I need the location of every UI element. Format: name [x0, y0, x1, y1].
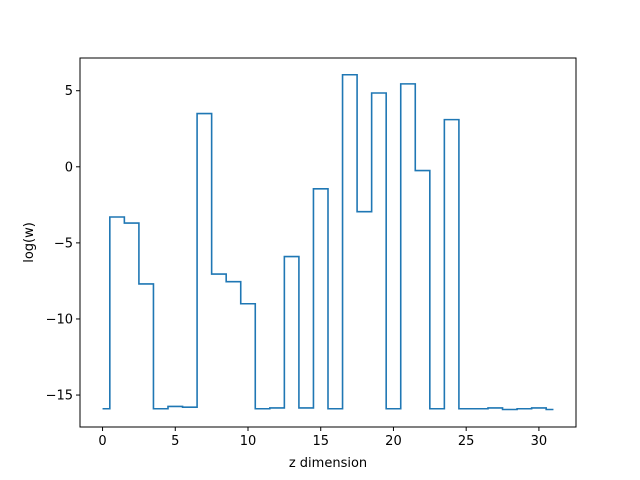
y-tick-label: −10 — [46, 312, 73, 327]
y-tick-label: −15 — [46, 389, 73, 404]
plot-area — [102, 73, 554, 411]
x-axis-ticks: 0 5 10 15 20 25 30 — [98, 427, 547, 449]
series-line — [102, 73, 554, 411]
y-axis-ticks: −15 −10 −5 0 5 — [46, 84, 80, 404]
x-axis-label: z dimension — [289, 456, 367, 471]
y-axis-label: log(w) — [22, 222, 37, 263]
x-tick-label: 20 — [385, 434, 402, 449]
axes-frame — [79, 57, 577, 428]
y-tick-label: 0 — [65, 160, 73, 175]
x-tick-label: 30 — [531, 434, 548, 449]
x-tick-label: 5 — [171, 434, 179, 449]
y-tick-label: 5 — [65, 84, 73, 99]
x-tick-label: 25 — [458, 434, 475, 449]
x-tick-label: 0 — [98, 434, 106, 449]
x-tick-label: 10 — [240, 434, 257, 449]
x-tick-label: 15 — [312, 434, 329, 449]
y-tick-label: −5 — [54, 236, 73, 251]
